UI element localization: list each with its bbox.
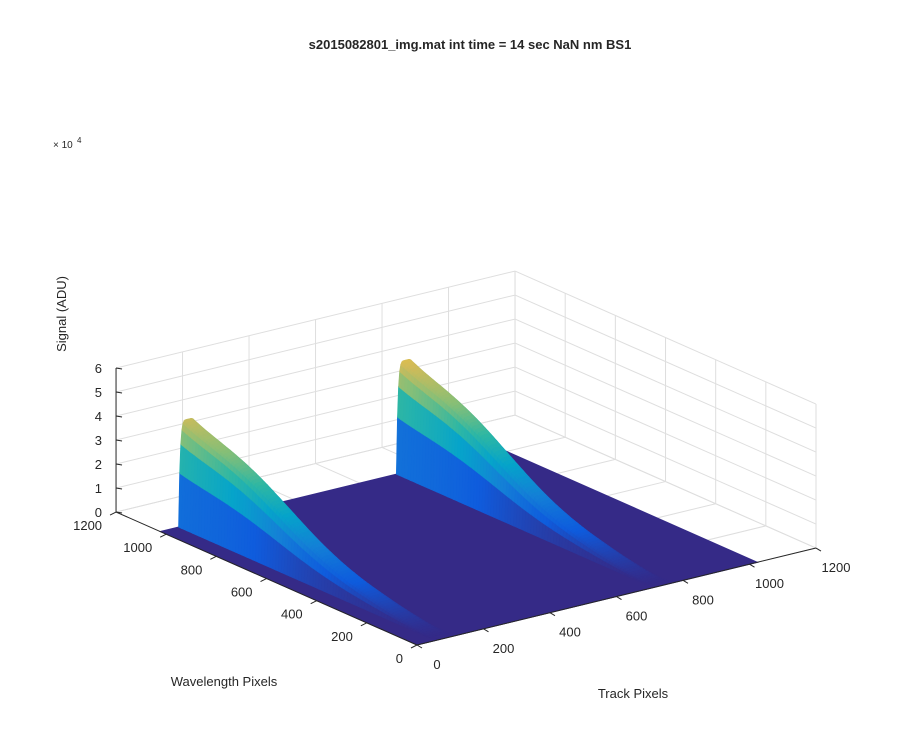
grid-line-sidewall-z-6 [514,270,817,405]
z-tick-label: 2 [95,457,102,472]
grid-line-sidewall-z-3 [514,342,817,477]
z-axis-label: Signal (ADU) [54,276,69,352]
surface-facet [663,578,669,581]
x-tick-mark [682,579,689,584]
x-tick-mark [416,644,423,649]
y-tick-mark [109,511,117,516]
x-tick-mark [483,628,489,633]
x-tick-label: 600 [626,609,648,624]
z-axis-multiplier: × 10 4 [53,136,82,151]
ridge-2 [395,358,670,587]
x-tick-label: 0 [433,657,440,672]
y-tick-mark [360,622,368,627]
z-tick-label: 5 [95,385,102,400]
grid-line-sidewall-z-5 [514,294,817,429]
y-tick-label: 1200 [73,518,102,533]
grid-line-sidewall-z-2 [514,366,817,501]
x-tick-label: 1000 [755,576,784,591]
grid-line-backwall-z-4 [115,318,516,417]
z-multiplier-base: × 10 [53,140,73,151]
y-axis-label: Wavelength Pixels [171,674,278,689]
z-tick-label: 0 [95,505,102,520]
y-tick-label: 1000 [123,540,152,555]
surface-facet [446,632,453,636]
z-tick-mark [115,511,123,514]
surface-plot [158,358,760,646]
x-tick-mark [549,612,556,617]
grid-line-sidewall-z-1 [514,390,817,525]
y-tick-label: 0 [396,651,403,666]
z-tick-mark [115,487,123,490]
y-tick-label: 400 [281,607,303,622]
x-tick-mark [749,563,755,568]
chart-title: s2015082801_img.mat int time = 14 sec Na… [309,37,632,52]
y-tick-mark [210,555,217,560]
axis-lines [109,367,822,649]
y-tick-label: 800 [181,562,203,577]
z-tick-mark [115,367,123,370]
grid-line-backwall-z-5 [115,294,516,393]
surface-facet [445,631,451,634]
z-tick-label: 4 [95,409,102,424]
z-multiplier-exponent: 4 [77,136,82,145]
z-tick-mark [115,415,123,418]
x-tick-label: 400 [559,625,581,640]
x-tick-mark [815,547,822,552]
x-tick-mark [616,596,622,600]
grid-line-sidewall-z-4 [514,318,817,453]
y-tick-mark [159,533,167,538]
z-tick-mark [115,439,123,442]
y-tick-label: 200 [331,629,353,644]
z-tick-label: 6 [95,361,102,376]
z-tick-mark [115,463,123,466]
x-tick-label: 200 [493,641,515,656]
y-tick-mark [310,600,317,605]
y-tick-label: 600 [231,585,253,600]
x-axis-label: Track Pixels [598,686,669,701]
surface-facet [664,580,670,583]
x-tick-label: 800 [692,592,714,607]
x-tick-label: 1200 [822,560,851,575]
tick-labels: 0200400600800100012000200400600800100012… [73,361,850,672]
grid-line-backwall-z-6 [115,270,516,369]
y-tick-mark [260,578,267,582]
y-tick-mark [410,644,418,649]
ridge-1 [178,417,453,640]
z-tick-mark [115,391,123,394]
grid-line-sidewall-z-0 [514,414,817,549]
z-tick-label: 3 [95,433,102,448]
z-tick-label: 1 [95,481,102,496]
